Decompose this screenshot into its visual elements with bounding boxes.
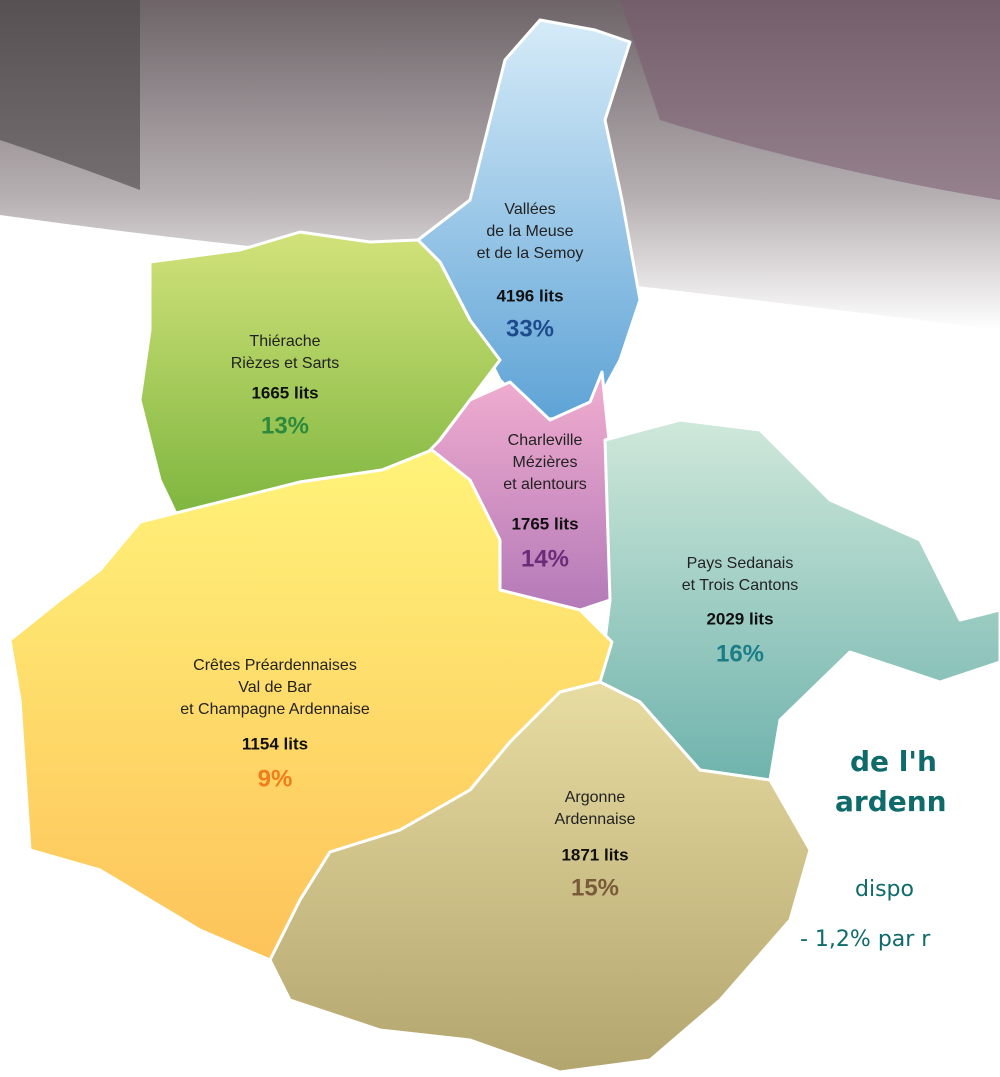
region-name: Argonne xyxy=(565,789,626,806)
side-heading: de l'h xyxy=(850,745,937,778)
region-share: 14% xyxy=(521,545,569,572)
region-beds: 1871 lits xyxy=(561,845,628,864)
region-name: Thiérache xyxy=(249,333,320,350)
region-share: 33% xyxy=(506,315,554,342)
region-name: Ardennaise xyxy=(555,811,636,828)
region-name: Charleville xyxy=(508,432,583,449)
region-name: et Trois Cantons xyxy=(682,577,799,594)
region-name: Mézières xyxy=(513,454,578,471)
region-beds: 1665 lits xyxy=(251,383,318,402)
region-name: et Champagne Ardennaise xyxy=(180,701,370,718)
photo-chair xyxy=(0,0,140,190)
region-name: et alentours xyxy=(503,476,587,493)
region-name: Vallées xyxy=(504,201,555,218)
region-name: Rièzes et Sarts xyxy=(231,355,339,372)
photo-sofa xyxy=(620,0,1000,200)
region-name: et de la Semoy xyxy=(477,245,584,262)
region-beds: 1765 lits xyxy=(511,514,578,533)
region-share: 9% xyxy=(258,765,293,792)
region-argonne xyxy=(268,680,812,1074)
region-name: Val de Bar xyxy=(238,679,312,696)
region-beds: 1154 lits xyxy=(242,734,308,753)
region-share: 13% xyxy=(261,412,309,439)
side-text: de l'h ardenn dispo - 1,2% par r xyxy=(800,745,947,952)
region-share: 15% xyxy=(571,874,619,901)
region-share: 16% xyxy=(716,640,764,667)
region-beds: 4196 lits xyxy=(496,286,563,305)
region-beds: 2029 lits xyxy=(706,609,773,628)
region-name: Pays Sedanais xyxy=(687,555,794,572)
region-name: de la Meuse xyxy=(486,223,573,240)
side-line: dispo xyxy=(855,877,914,902)
side-line: - 1,2% par r xyxy=(800,927,931,952)
region-labels: Vallées de la Meuse et de la Semoy 4196 lit… xyxy=(180,201,798,901)
side-heading: ardenn xyxy=(835,785,947,818)
region-name: Crêtes Préardennaises xyxy=(193,657,357,674)
